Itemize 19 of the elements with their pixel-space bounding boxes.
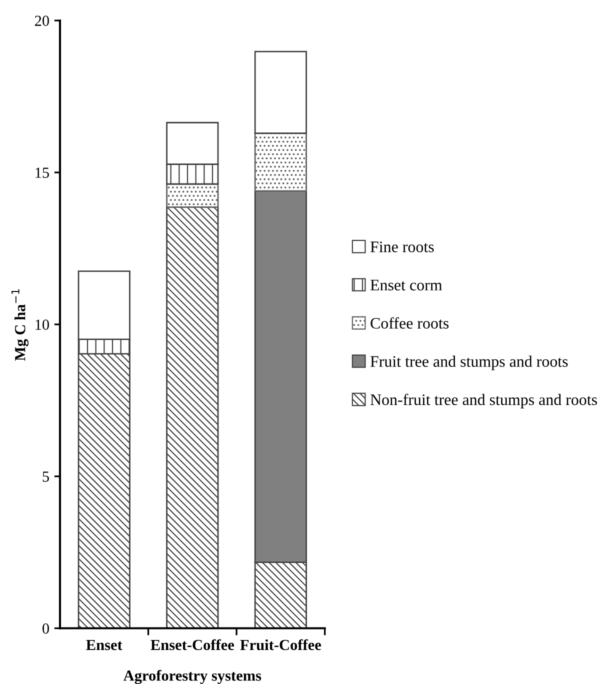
bar [254,50,307,134]
x-tick-label: Enset-Coffee [150,639,234,650]
y-tick-label: 10 [36,320,49,330]
bar [166,206,219,628]
x-tick-label: Enset [86,640,122,650]
legend-label: Non-fruit tree and stumps and roots [370,394,597,408]
legend-label: Coffee roots [370,317,449,329]
x-tick-label: Fruit-Coffee [240,639,322,650]
bar [254,132,307,192]
bar [166,183,219,208]
legend-label: Fine roots [370,241,434,252]
y-tick-label: 15 [36,168,49,178]
legend-label: Fruit tree and stumps and roots [370,356,568,370]
legend-label: Enset corm [370,280,442,290]
y-tick-label: 0 [42,623,49,634]
y-tick-label: 5 [42,472,49,482]
y-axis-title: Mg C ha$^{−1}$ [11,289,28,361]
x-axis-title: Agroforestry systems [123,670,262,684]
y-tick-label: 20 [34,16,49,26]
